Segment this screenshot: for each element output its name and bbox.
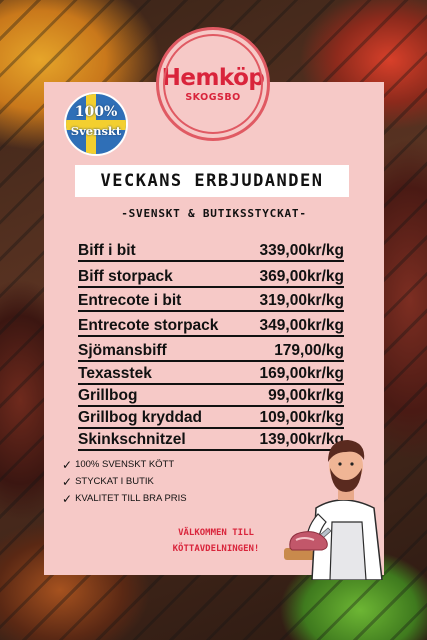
offer-price: 109,00kr/kg: [259, 409, 344, 426]
offer-price: 179,00/kg: [274, 342, 344, 359]
badge-percent-text: 100%: [74, 104, 118, 120]
offer-price: 369,00kr/kg: [259, 268, 344, 285]
meat-marbling: [295, 537, 315, 541]
checklist-item: ✓ 100% SVENSKT KÖTT: [62, 456, 187, 473]
meat-piece: [289, 531, 328, 551]
offer-row: Grillbog kryddad 109,00kr/kg: [78, 405, 344, 429]
checklist-text: STYCKAT I BUTIK: [75, 476, 154, 487]
checkmark-icon: ✓: [62, 457, 73, 472]
offer-price: 139,00kr/kg: [259, 431, 344, 448]
logo-ring: [163, 34, 263, 134]
butcher-eye: [350, 462, 354, 466]
page-subtitle: -SVENSKT & BUTIKSSTYCKAT-: [121, 207, 307, 220]
butcher-hair: [328, 440, 365, 462]
butcher-apron: [329, 521, 367, 580]
checklist-item: ✓ KVALITET TILL BRA PRIS: [62, 490, 187, 507]
checkmark-icon: ✓: [62, 474, 73, 489]
offer-name: Grillbog kryddad: [78, 409, 203, 426]
offer-price: 339,00kr/kg: [259, 242, 344, 259]
butcher-head: [329, 446, 363, 486]
offer-name: Entrecote storpack: [78, 317, 219, 334]
offer-row: Biff i bit 339,00kr/kg: [78, 238, 344, 262]
offer-row: Texasstek 169,00kr/kg: [78, 361, 344, 385]
butcher-illustration: [284, 440, 383, 580]
offer-price: 319,00kr/kg: [259, 292, 344, 309]
offer-price: 169,00kr/kg: [259, 365, 344, 382]
welcome-line-2: KÖTTAVDELNINGEN!: [172, 544, 260, 554]
offer-name: Sjömansbiff: [78, 342, 167, 359]
offer-name: Entrecote i bit: [78, 292, 182, 309]
checklist-text: 100% SVENSKT KÖTT: [75, 459, 175, 470]
offer-name: Grillbog: [78, 387, 138, 404]
butcher-beard: [330, 468, 362, 492]
offer-name: Biff i bit: [78, 242, 136, 259]
offer-name: Skinkschnitzel: [78, 431, 186, 448]
offer-card: [44, 82, 384, 575]
title-box: VECKANS ERBJUDANDEN: [75, 165, 349, 197]
offer-name: Texasstek: [78, 365, 152, 382]
offer-row: Sjömansbiff 179,00/kg: [78, 338, 344, 362]
offer-row: Grillbog 99,00kr/kg: [78, 383, 344, 407]
offer-row: Skinkschnitzel 139,00kr/kg: [78, 427, 344, 451]
offer-row: Entrecote i bit 319,00kr/kg: [78, 288, 344, 312]
swedish-flag-badge: 100% Svenskt: [64, 92, 128, 156]
welcome-message: VÄLKOMMEN TILL KÖTTAVDELNINGEN!: [150, 525, 282, 557]
flag-cross-vertical: [86, 94, 96, 154]
checkmark-icon: ✓: [62, 491, 73, 506]
welcome-line-1: VÄLKOMMEN TILL: [178, 528, 254, 538]
offer-name: Biff storpack: [78, 268, 173, 285]
checklist-text: KVALITET TILL BRA PRIS: [75, 493, 187, 504]
badge-svenskt-text: Svenskt: [70, 124, 122, 138]
flag-cross-horizontal: [66, 120, 126, 130]
butcher-eye: [338, 462, 342, 466]
offer-row: Biff storpack 369,00kr/kg: [78, 264, 344, 288]
quality-checklist: ✓ 100% SVENSKT KÖTT ✓ STYCKAT I BUTIK ✓ …: [62, 456, 187, 507]
offer-row: Entrecote storpack 349,00kr/kg: [78, 313, 344, 337]
checklist-item: ✓ STYCKAT I BUTIK: [62, 473, 187, 490]
page-title: VECKANS ERBJUDANDEN: [100, 171, 324, 191]
offer-price: 99,00kr/kg: [268, 387, 344, 404]
hemkop-logo: Hemköp SKOGSBO: [156, 27, 270, 141]
offer-price: 349,00kr/kg: [259, 317, 344, 334]
